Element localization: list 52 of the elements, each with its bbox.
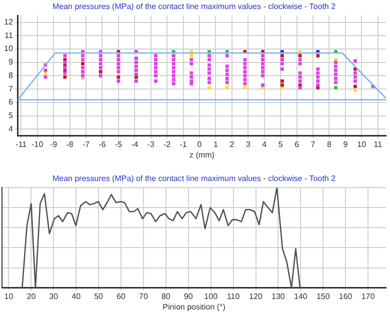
x-tick-label: 3 <box>246 140 251 149</box>
x-tick-label: 6 <box>294 140 300 149</box>
x-tick-label: 80 <box>161 292 171 301</box>
x-tick-label: 9 <box>343 140 348 149</box>
x-tick-label: 160 <box>338 292 353 301</box>
x-tick-label: 50 <box>94 292 104 301</box>
x-tick-label: 120 <box>249 292 263 301</box>
x-tick-label: 130 <box>272 292 286 301</box>
y-tick-label: 5 <box>8 110 14 120</box>
x-tick-label: 1 <box>214 140 219 149</box>
x-tick-label: 150 <box>316 292 330 301</box>
y-tick-label: 7 <box>8 84 14 94</box>
x-tick-label: -8 <box>66 140 74 149</box>
x-tick-label: 140 <box>294 292 308 301</box>
x-tick-label: 2 <box>230 140 235 149</box>
x-tick-label: 10 <box>357 140 367 149</box>
y-tick-label: 4 <box>8 124 14 134</box>
x-tick-label: -10 <box>32 140 44 149</box>
x-tick-label: 170 <box>361 292 376 301</box>
x-tick-label: 30 <box>49 292 59 301</box>
x-tick-label: -11 <box>16 140 28 149</box>
x-tick-label: 20 <box>26 292 36 301</box>
x-axis-title: Pinion position (°) <box>162 302 226 312</box>
y-tick-label: 6 <box>8 98 14 107</box>
x-tick-label: 7 <box>310 140 316 149</box>
y-tick-label: 9 <box>8 58 14 67</box>
x-tick-label: 110 <box>226 292 240 301</box>
x-tick-label: 70 <box>139 292 148 301</box>
chart-title: Mean pressures (MPa) of the contact line maximum values - clockwise - Tooth 2 <box>52 174 336 184</box>
x-tick-label: -5 <box>114 140 123 149</box>
x-axis-title: z (mm) <box>190 150 215 160</box>
x-tick-label: 0 <box>197 140 202 149</box>
x-tick-label: -3 <box>147 140 155 149</box>
x-tick-label: 8 <box>327 140 332 149</box>
x-tick-label: -6 <box>98 140 106 149</box>
x-tick-label: -1 <box>180 140 188 149</box>
x-tick-label: 40 <box>72 292 82 301</box>
x-tick-label: 4 <box>262 140 268 149</box>
x-tick-label: 90 <box>184 292 194 301</box>
x-tick-label: 5 <box>278 140 284 149</box>
x-tick-label: 100 <box>204 292 218 301</box>
y-tick-label: 12 <box>4 17 14 26</box>
x-tick-label: -9 <box>50 140 58 149</box>
y-tick-label: 10 <box>4 44 14 54</box>
x-tick-label: -7 <box>82 140 90 149</box>
y-tick-label: 8 <box>8 70 14 80</box>
x-tick-label: 11 <box>374 140 383 149</box>
y-tick-label: 11 <box>4 30 14 40</box>
x-tick-label: -2 <box>164 140 172 149</box>
chart-title: Mean pressures (MPa) of the contact line maximum values - clockwise - Tooth 2 <box>52 2 336 12</box>
x-tick-label: -4 <box>131 140 139 149</box>
x-tick-label: 60 <box>116 292 126 301</box>
